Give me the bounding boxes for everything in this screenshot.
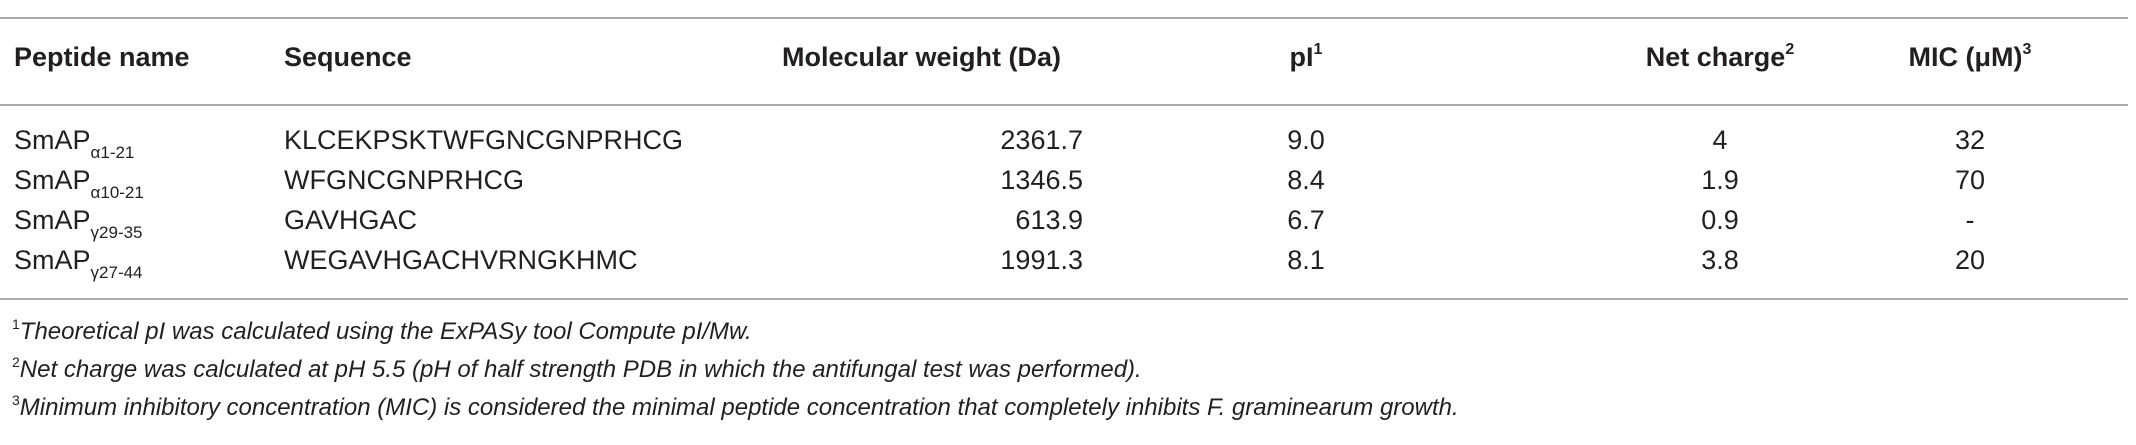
header-molecular-weight: Molecular weight (Da)	[781, 42, 1062, 72]
peptide-name-subscript: γ27-44	[90, 263, 143, 282]
header-net-charge: Net charge2	[1540, 40, 1900, 74]
sequence-cell: WFGNCGNPRHCG	[284, 165, 524, 195]
molecular-weight-cell: 613.9	[1015, 205, 1083, 235]
net-charge-cell: 3.8	[1701, 245, 1739, 275]
peptide-name-cell: SmAPγ27-44	[14, 243, 143, 281]
table-top-rule	[0, 17, 2128, 19]
peptide-name-base: SmAP	[14, 125, 91, 155]
net-charge-cell: 0.9	[1701, 205, 1739, 235]
peptide-name-subscript: α1-21	[90, 143, 135, 162]
footnote-mark: 2	[12, 354, 20, 370]
footnote-mark: 3	[12, 392, 20, 408]
peptide-name-subscript: γ29-35	[90, 223, 143, 242]
pi-cell: 6.7	[1287, 205, 1325, 235]
pi-cell: 8.1	[1287, 245, 1325, 275]
footnote: 3Minimum inhibitory concentration (MIC) …	[12, 393, 1459, 423]
peptide-name-subscript: α10-21	[90, 183, 144, 202]
peptide-name-base: SmAP	[14, 245, 91, 275]
mic-cell: 70	[1954, 165, 1986, 195]
table-header-rule	[0, 104, 2128, 106]
molecular-weight-cell: 2361.7	[1000, 125, 1083, 155]
table-bottom-rule	[0, 298, 2128, 300]
mic-cell: 32	[1954, 125, 1986, 155]
sequence-cell: KLCEKPSKTWFGNCGNPRHCG	[284, 125, 684, 155]
header-sequence: Sequence	[284, 42, 412, 72]
footnote-text: Theoretical pI was calculated using the …	[19, 318, 752, 345]
molecular-weight-cell: 1991.3	[1000, 245, 1083, 275]
peptide-name-cell: SmAPα10-21	[14, 163, 144, 201]
footnote-mark: 1	[12, 316, 20, 332]
header-peptide-name: Peptide name	[14, 42, 190, 72]
footnote: 1Theoretical pI was calculated using the…	[12, 317, 752, 347]
header-net-charge-label: Net charge	[1645, 42, 1786, 72]
header-mic-label: MIC (μM)	[1908, 42, 2023, 72]
net-charge-cell: 1.9	[1701, 165, 1739, 195]
sequence-cell: GAVHGAC	[284, 205, 418, 235]
header-net-charge-footnote-mark: 2	[1785, 41, 1795, 58]
net-charge-cell: 4	[1712, 125, 1728, 155]
header-pi: pI1	[1216, 40, 1396, 74]
peptide-name-cell: SmAPα1-21	[14, 123, 134, 161]
footnote-text: Minimum inhibitory concentration (MIC) i…	[19, 394, 1459, 421]
header-pi-footnote-mark: 1	[1313, 41, 1323, 58]
pi-cell: 8.4	[1287, 165, 1325, 195]
pi-cell: 9.0	[1287, 125, 1325, 155]
peptide-name-cell: SmAPγ29-35	[14, 203, 143, 241]
header-pi-label: pI	[1289, 42, 1314, 72]
peptide-name-base: SmAP	[14, 165, 91, 195]
footnote-text: Net charge was calculated at pH 5.5 (pH …	[19, 356, 1142, 383]
mic-cell: 20	[1954, 245, 1986, 275]
header-mic: MIC (μM)3	[1790, 40, 2136, 74]
sequence-cell: WEGAVHGACHVRNGKHMC	[284, 245, 638, 275]
footnote: 2Net charge was calculated at pH 5.5 (pH…	[12, 355, 1142, 385]
header-mic-footnote-mark: 3	[2022, 41, 2032, 58]
molecular-weight-cell: 1346.5	[1000, 165, 1083, 195]
mic-cell: -	[1965, 205, 1975, 235]
peptide-name-base: SmAP	[14, 205, 91, 235]
